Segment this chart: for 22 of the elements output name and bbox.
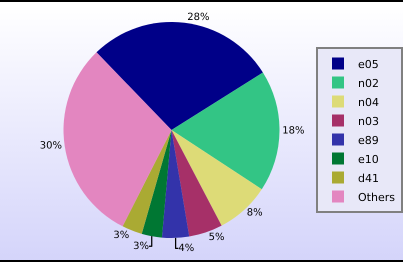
data-label: 3% <box>133 240 149 252</box>
pie-slice <box>142 130 172 238</box>
legend-label: d41 <box>358 172 379 185</box>
pie-slice <box>172 72 280 190</box>
data-label: 18% <box>282 126 304 137</box>
pie-slice <box>162 130 190 238</box>
legend-label: n03 <box>358 114 379 128</box>
legend-label: Others <box>358 190 396 204</box>
data-label: 3% <box>113 230 130 241</box>
pie-slice <box>172 130 262 226</box>
pie-slice <box>96 22 263 130</box>
data-label: 28% <box>187 12 210 23</box>
legend-label: n04 <box>358 96 379 109</box>
data-label: 4% <box>178 242 194 254</box>
legend-label: e10 <box>358 152 379 166</box>
legend-label: n02 <box>358 76 379 90</box>
pie-slice <box>64 52 172 226</box>
legend-label: e89 <box>358 134 379 147</box>
data-label: 5% <box>208 232 224 243</box>
data-label: 30% <box>40 140 62 152</box>
data-label: 8% <box>246 208 263 219</box>
legend-label: e05 <box>358 58 379 71</box>
